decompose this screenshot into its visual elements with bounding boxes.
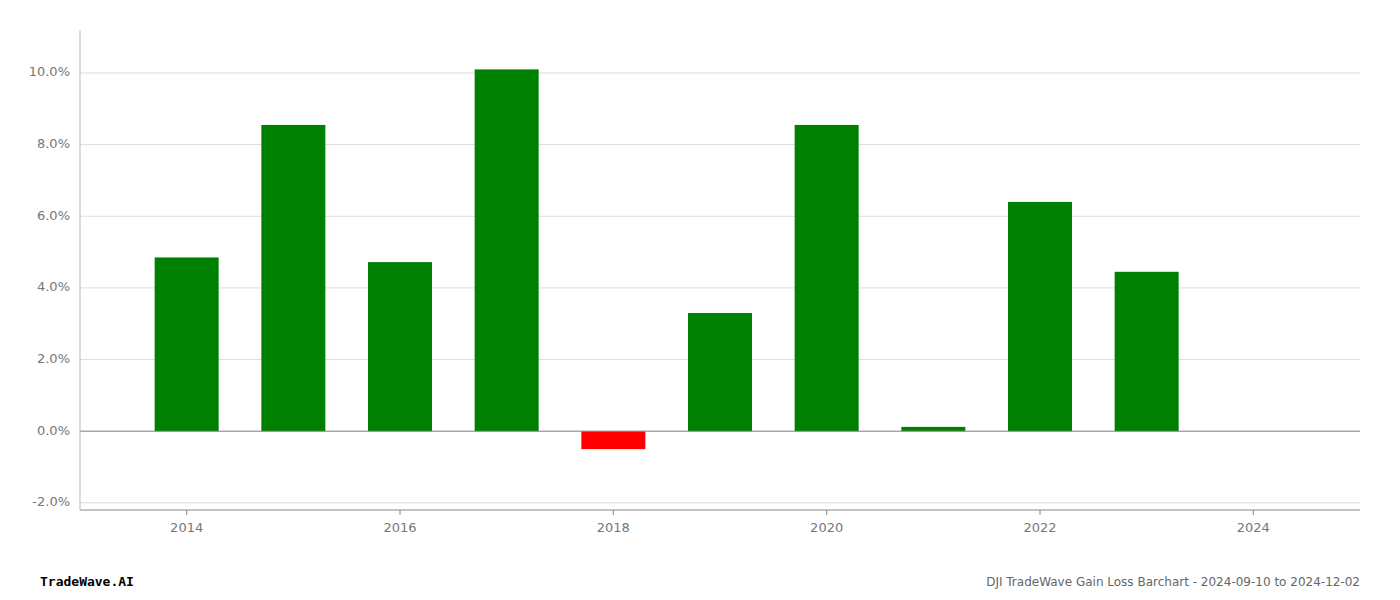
bar — [688, 313, 752, 431]
bar — [261, 125, 325, 431]
bar — [475, 69, 539, 431]
x-tick — [613, 510, 614, 515]
zero-line — [80, 431, 1360, 432]
bar — [901, 427, 965, 431]
grid-line — [80, 431, 1360, 432]
x-tick-label: 2020 — [810, 520, 843, 535]
x-tick-label: 2014 — [170, 520, 203, 535]
x-axis-line — [80, 510, 1360, 511]
x-tick-label: 2018 — [597, 520, 630, 535]
x-tick — [400, 510, 401, 515]
y-tick-label: 0.0% — [37, 423, 70, 438]
x-tick — [1040, 510, 1041, 515]
y-tick-label: 10.0% — [29, 64, 70, 79]
bar — [1115, 272, 1179, 431]
bars — [155, 69, 1179, 449]
y-tick-label: 4.0% — [37, 279, 70, 294]
x-tick — [186, 510, 187, 515]
y-axis-line — [80, 30, 81, 510]
watermark: TradeWave.AI — [40, 574, 134, 589]
bar — [795, 125, 859, 431]
background — [0, 0, 1400, 600]
x-tick-label: 2016 — [383, 520, 416, 535]
x-tick-label: 2024 — [1237, 520, 1270, 535]
x-tick — [826, 510, 827, 515]
bar — [368, 262, 432, 431]
grid-line — [80, 72, 1360, 73]
x-tick-label: 2022 — [1023, 520, 1056, 535]
chart: -2.0% 0.0% 2.0% 4.0% 6.0% 8.0% 10.0% 2014 2016 20… — [0, 0, 1400, 600]
bar — [1008, 202, 1072, 431]
x-tick — [1253, 510, 1254, 515]
grid-line — [80, 502, 1360, 503]
grid — [80, 73, 1360, 503]
y-tick-label: 2.0% — [37, 351, 70, 366]
y-tick-label: -2.0% — [32, 494, 70, 509]
y-tick-label: 6.0% — [37, 208, 70, 223]
bar — [581, 431, 645, 449]
y-tick-label: 8.0% — [37, 136, 70, 151]
bar — [155, 257, 219, 431]
title: DJI TradeWave Gain Loss Barchart - 2024-… — [986, 575, 1360, 589]
